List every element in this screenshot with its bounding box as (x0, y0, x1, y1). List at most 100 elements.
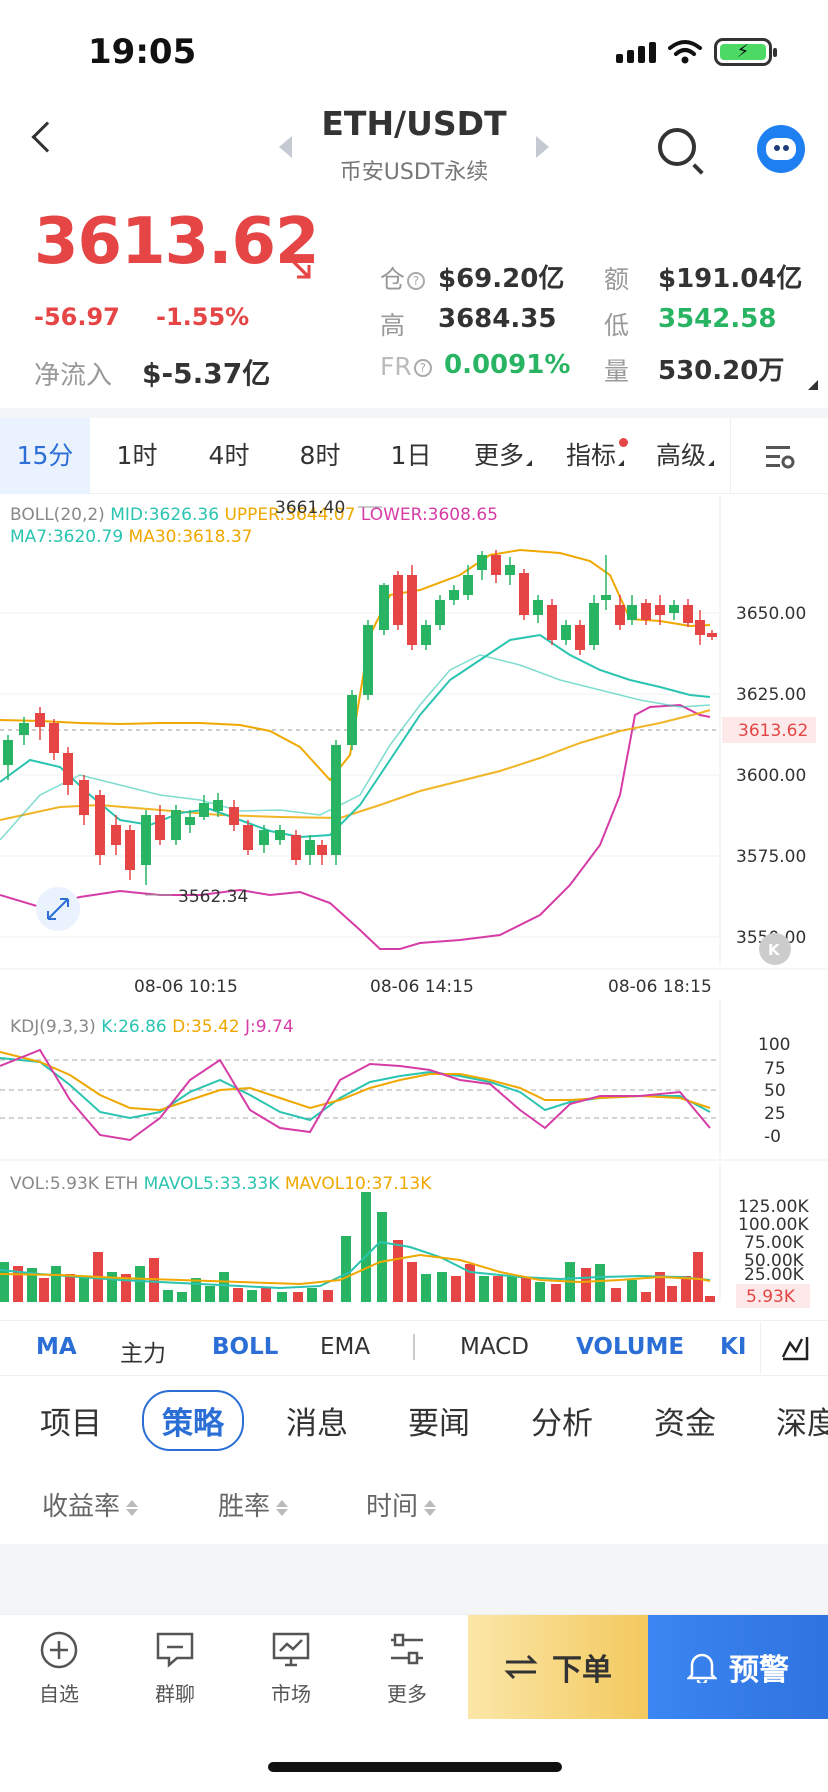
sort-time[interactable]: 时间 (366, 1486, 437, 1523)
nav-more[interactable]: 更多 (362, 1630, 452, 1707)
candle-body (171, 810, 181, 840)
price-alert-button[interactable]: 预警 (648, 1615, 828, 1719)
battery-icon: ⚡ (714, 38, 777, 66)
kdj-chart[interactable]: 100 75 50 25 -0 (0, 1000, 828, 1162)
candle-body (491, 555, 501, 575)
x-tick: 08-06 10:15 (134, 977, 238, 995)
candle-body (291, 835, 301, 860)
volume-value: 530.20万 (658, 356, 785, 386)
candle-body (213, 800, 223, 811)
volume-bar (693, 1252, 703, 1302)
tab-1h[interactable]: 1时 (116, 440, 158, 470)
indicator-ema[interactable]: EMA (320, 1334, 371, 1360)
nav-group-chat[interactable]: 群聊 (130, 1630, 220, 1707)
section-tab-strategy[interactable]: 策略 (142, 1390, 244, 1451)
candle-body (561, 625, 571, 640)
tab-separator (413, 1334, 415, 1360)
home-indicator (268, 1762, 562, 1772)
indicator-volume[interactable]: VOLUME (576, 1334, 685, 1360)
funding-rate-value: 0.0091% (444, 350, 571, 380)
cellular-signal-icon (616, 41, 656, 63)
ma-indicator-legend: MA7:3620.79 MA30:3618.37 (10, 527, 253, 547)
section-tab-analysis[interactable]: 分析 (531, 1406, 593, 1442)
candle-body (683, 605, 693, 623)
nav-market[interactable]: 市场 (246, 1630, 336, 1707)
indicator-kdj[interactable]: KI (720, 1334, 747, 1360)
sort-return[interactable]: 收益率 (42, 1486, 139, 1523)
candle-body (379, 585, 389, 630)
indicator-macd[interactable]: MACD (460, 1334, 529, 1360)
tab-4h[interactable]: 4时 (208, 440, 250, 470)
volume-bar (451, 1276, 461, 1302)
candle-body (111, 825, 121, 845)
volume-bar (51, 1266, 61, 1302)
ai-assistant-icon[interactable] (757, 125, 805, 173)
search-icon[interactable] (658, 128, 696, 166)
indicator-boll[interactable]: BOLL (212, 1334, 279, 1360)
place-order-button[interactable]: 下单 (468, 1615, 648, 1719)
tab-more[interactable]: 更多 (456, 418, 550, 494)
candle-body (259, 830, 269, 845)
kdj-legend: KDJ(9,3,3) K:26.86 D:35.42 J:9.74 (10, 1017, 294, 1037)
indicator-main-force[interactable]: 主力 (120, 1341, 166, 1367)
candle-body (125, 830, 135, 870)
volume-chart[interactable]: 125.00K 100.00K 75.00K 50.00K 25.00K 5.9… (0, 1162, 828, 1320)
funding-rate-label[interactable]: FR? (380, 352, 432, 381)
content-background (0, 1544, 828, 1614)
vol-y-tick: 75.00K (744, 1233, 805, 1253)
candle-body (575, 625, 585, 650)
y-tick: 3650.00 (736, 604, 806, 624)
chart-min-label: 3562.34 (178, 887, 248, 907)
next-symbol-icon[interactable] (536, 136, 549, 158)
tab-1d[interactable]: 1日 (390, 440, 432, 470)
current-volume-tag: 5.93K (746, 1287, 796, 1307)
section-tab-funds[interactable]: 资金 (654, 1406, 716, 1442)
vol-y-tick: 100.00K (738, 1215, 809, 1235)
volume-bar (627, 1280, 637, 1302)
section-tab-news[interactable]: 要闻 (408, 1406, 470, 1442)
tab-8h[interactable]: 8时 (299, 440, 341, 470)
candle-body (243, 825, 253, 850)
tab-advanced[interactable]: 高级 (640, 418, 730, 494)
sort-arrows-icon (126, 1499, 139, 1516)
volume-bar (13, 1266, 23, 1302)
section-tab-messages[interactable]: 消息 (286, 1406, 348, 1442)
candle-body (707, 633, 717, 637)
candle-body (589, 603, 599, 645)
candle-body (275, 830, 285, 840)
sort-winrate[interactable]: 胜率 (218, 1486, 289, 1523)
indicator-ma[interactable]: MA (36, 1334, 77, 1360)
volume-bar (277, 1292, 287, 1302)
previous-symbol-icon[interactable] (279, 136, 292, 158)
volume-bar (307, 1288, 317, 1302)
tab-15m[interactable]: 15分 (0, 417, 90, 494)
symbol-title[interactable]: ETH/USDT (321, 104, 507, 143)
nav-watchlist[interactable]: 自选 (14, 1630, 104, 1707)
volume-bar (361, 1192, 371, 1302)
candle-body (505, 565, 515, 575)
candle-body (449, 590, 459, 600)
volume-bar (205, 1286, 215, 1302)
chart-settings-icon[interactable] (730, 417, 828, 494)
section-tab-project[interactable]: 项目 (40, 1406, 102, 1442)
candle-body (627, 605, 637, 620)
sliders-icon (387, 1630, 427, 1670)
candle-body (49, 723, 59, 753)
volume-bar (667, 1286, 677, 1302)
help-icon[interactable]: ? (413, 359, 432, 377)
status-icons: ⚡ (616, 38, 777, 66)
section-tab-depth[interactable]: 深度 (776, 1406, 828, 1442)
volume-bar (341, 1236, 351, 1302)
tab-indicators[interactable]: 指标 (550, 418, 640, 494)
expand-corner-icon[interactable] (808, 380, 818, 390)
volume-bar (641, 1292, 651, 1302)
help-icon[interactable]: ? (407, 272, 426, 290)
swap-icon (504, 1654, 538, 1680)
drawing-tool-icon[interactable] (760, 1322, 828, 1374)
candle-body (641, 603, 651, 620)
candlestick-chart[interactable]: 3661.40 3562.34 3613.62 3650.00 3625.00 … (0, 495, 828, 995)
high-value: 3684.35 (438, 304, 557, 334)
volume-label: 量 (604, 357, 630, 386)
open-interest-label[interactable]: 仓? (380, 260, 426, 296)
x-tick: 08-06 18:15 (608, 977, 712, 995)
